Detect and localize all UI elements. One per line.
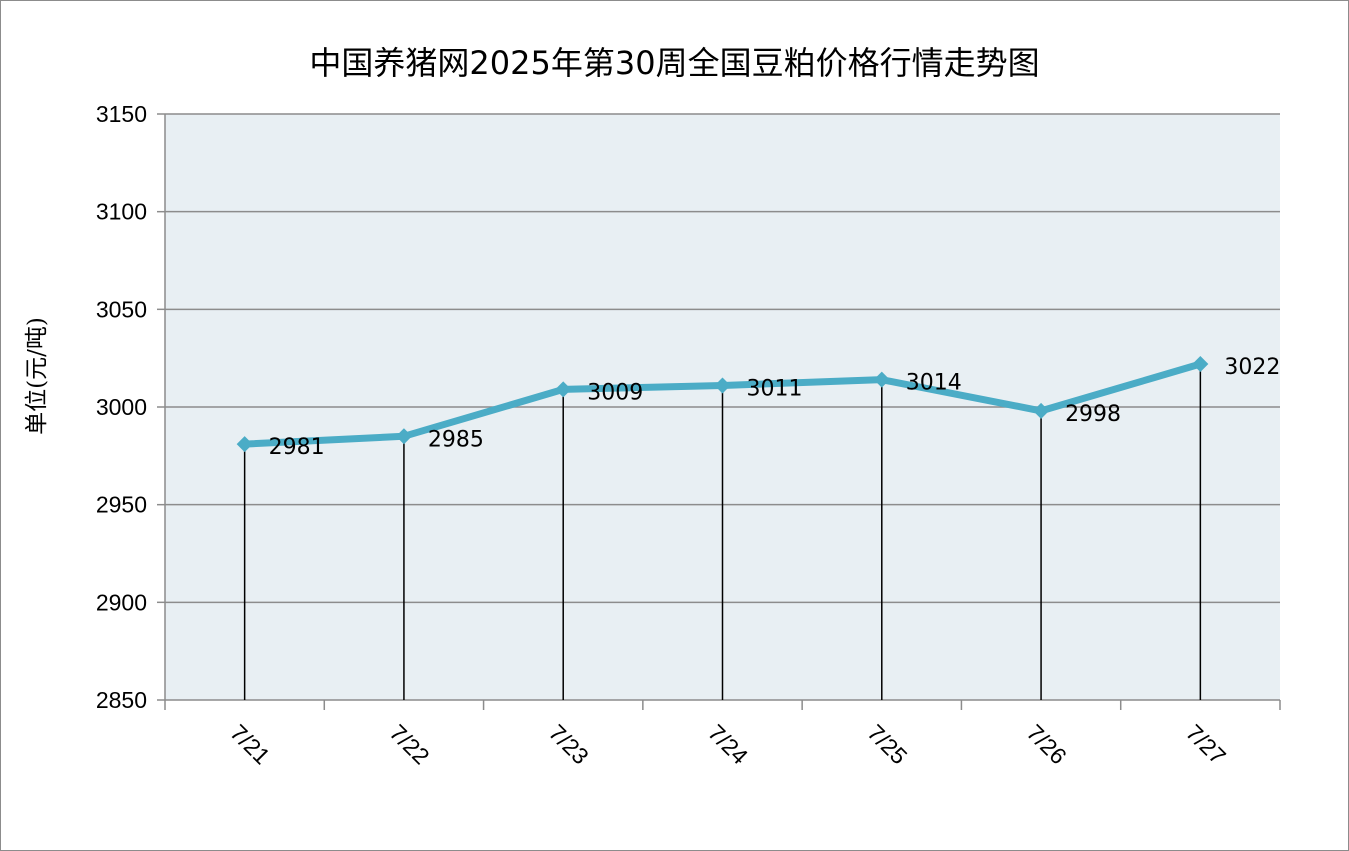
- data-label-0: 2981: [269, 435, 325, 460]
- y-tick-label-2950: 2950: [96, 492, 147, 518]
- data-point-5: [1033, 402, 1050, 419]
- data-label-2: 3009: [587, 380, 643, 405]
- y-tick-label-3050: 3050: [96, 296, 147, 322]
- data-point-4: [873, 371, 890, 388]
- data-point-1: [395, 428, 412, 445]
- x-tick-label-3: 7/24: [703, 719, 753, 769]
- x-tick-label-5: 7/26: [1022, 719, 1072, 769]
- y-tick-label-3000: 3000: [96, 394, 147, 420]
- data-label-1: 2985: [428, 427, 484, 452]
- x-tick-label-2: 7/23: [544, 719, 594, 769]
- x-tick-label-4: 7/25: [862, 719, 912, 769]
- y-axis-title: 单位(元/吨): [24, 317, 50, 435]
- data-point-6: [1192, 356, 1209, 373]
- y-tick-label-2900: 2900: [96, 589, 147, 615]
- data-label-5: 2998: [1065, 402, 1121, 427]
- chart-title: 中国养猪网2025年第30周全国豆粕价格行情走势图: [309, 44, 1040, 82]
- x-tick-label-0: 7/21: [225, 719, 275, 769]
- data-point-3: [714, 377, 731, 394]
- data-label-3: 3011: [747, 377, 803, 402]
- data-label-6: 3022: [1224, 355, 1280, 380]
- data-label-4: 3014: [906, 371, 962, 396]
- y-tick-label-2850: 2850: [96, 687, 147, 713]
- x-tick-label-1: 7/22: [385, 719, 435, 769]
- y-tick-label-3100: 3100: [96, 199, 147, 225]
- y-tick-label-3150: 3150: [96, 101, 147, 127]
- data-point-0: [236, 436, 253, 453]
- data-point-2: [555, 381, 572, 398]
- x-tick-label-6: 7/27: [1181, 719, 1231, 769]
